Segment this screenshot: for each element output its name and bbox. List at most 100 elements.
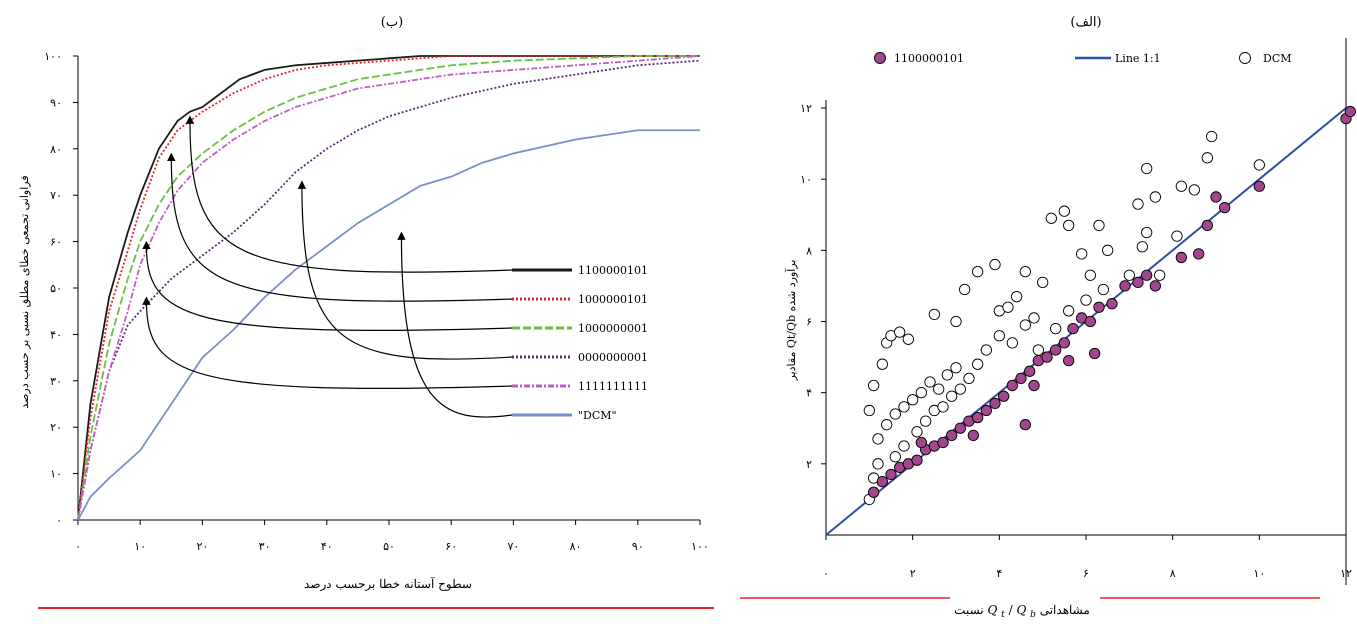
y-tick-label: ۸۰ <box>50 143 62 156</box>
series-line-5 <box>77 129 700 521</box>
model-point <box>1089 347 1101 360</box>
dcm-point <box>1102 244 1114 256</box>
model-point <box>1149 280 1161 292</box>
x-tick-label: ۳۰ <box>259 540 271 553</box>
legend-label: 0000000001 <box>578 351 648 364</box>
x-tick-label: ۸ <box>1170 567 1176 580</box>
dcm-point <box>1175 180 1187 192</box>
x-tick-label: ۶ <box>1083 567 1089 580</box>
model-point <box>915 436 927 449</box>
dcm-point <box>1132 198 1144 210</box>
dcm-point <box>972 266 984 278</box>
series-line-2 <box>77 55 700 521</box>
legend-label: 1111111111 <box>578 380 648 393</box>
dcm-point <box>915 387 927 399</box>
dcm-point <box>920 415 932 427</box>
model-point <box>1106 298 1118 310</box>
dcm-point <box>1188 184 1200 196</box>
dcm-point <box>1019 319 1031 331</box>
model-point <box>954 422 966 434</box>
dcm-point <box>937 401 949 413</box>
dcm-point <box>898 401 910 413</box>
model-point <box>1084 315 1096 328</box>
legend-label: Line 1:1 <box>1115 52 1161 65</box>
callout-arrow-2 <box>142 240 513 331</box>
dcm-point <box>1076 248 1088 260</box>
model-point <box>1141 269 1153 281</box>
y-tick-label: ۴ <box>806 387 812 400</box>
x-tick-label: ۲۰ <box>196 540 208 553</box>
y-tick-label: ۱۰ <box>50 468 62 481</box>
dcm-point <box>1201 152 1213 164</box>
dcm-point <box>1149 191 1161 203</box>
dcm-point <box>1097 283 1109 296</box>
x-tick-label: ۵۰ <box>383 540 395 553</box>
callout-arrow-0 <box>185 115 513 273</box>
x-tick-label: ۸۰ <box>570 540 582 553</box>
scatter-chart: (الف) 1100000101 Line 1:1 DCM ۰ ۲ ۴ ۶ ۸ ۱۰ ۱۲ ۲ ۴ ۶… <box>740 15 1356 620</box>
series-line-4 <box>77 55 701 521</box>
dcm-point <box>933 383 945 395</box>
x-tick-label: ۰ <box>75 540 81 553</box>
dcm-point <box>1050 322 1062 335</box>
y-tick-label: ۸ <box>806 244 812 257</box>
dcm-point <box>902 333 914 345</box>
y-tick-label: ۴۰ <box>50 328 62 341</box>
dcm-point <box>1058 205 1070 217</box>
dcm-point <box>1006 337 1018 349</box>
dcm-point <box>946 390 958 402</box>
x-tick-label: ۷۰ <box>507 540 519 553</box>
callout-arrow-1 <box>167 152 513 302</box>
model-point <box>1028 379 1040 392</box>
y-tick-label: ۶۰ <box>50 236 62 249</box>
callout-arrow-4 <box>142 296 513 389</box>
dcm-point <box>894 326 906 338</box>
legend-label: 1100000101 <box>578 264 648 277</box>
dcm-point <box>924 376 936 388</box>
dcm-point <box>1141 226 1153 239</box>
model-point <box>1201 219 1213 232</box>
model-point <box>1063 354 1075 367</box>
dcm-point <box>980 344 992 356</box>
dcm-point <box>911 426 923 438</box>
model-point <box>1019 419 1031 431</box>
y-tick-label: ۵۰ <box>50 282 62 295</box>
dcm-point <box>1154 269 1166 281</box>
x-tick-label: ۴۰ <box>321 540 333 553</box>
dcm-point <box>1002 301 1014 313</box>
dcm-point <box>907 394 919 406</box>
y-tick-label: ۱۰ <box>800 173 812 186</box>
dcm-point <box>889 451 901 463</box>
chart-a-axes <box>821 38 1347 585</box>
dcm-point <box>1136 241 1148 253</box>
y-tick-label: ۳۰ <box>50 375 62 388</box>
dcm-point <box>928 308 940 321</box>
dcm-point <box>1084 269 1096 281</box>
y-tick-label: ۹۰ <box>50 96 62 109</box>
dcm-point <box>872 458 884 470</box>
dcm-point <box>889 408 901 420</box>
dcm-point <box>1171 230 1183 242</box>
chart-b-legend: 1100000101 1000000101 1000000001 0000000001… <box>512 264 648 422</box>
chart-a-points <box>863 105 1356 506</box>
model-point <box>998 390 1010 402</box>
legend-label: DCM <box>1263 52 1292 65</box>
y-tick-label: ۰ <box>56 514 62 527</box>
series-line-3 <box>77 59 701 521</box>
callout-arrow-5 <box>397 231 513 418</box>
model-point <box>1193 248 1205 260</box>
dcm-point <box>1019 266 1031 278</box>
legend-label: 1000000001 <box>578 322 648 335</box>
dcm-point <box>959 283 971 296</box>
model-point <box>972 411 984 424</box>
model-point <box>1210 191 1222 203</box>
dcm-point <box>950 315 962 328</box>
x-tick-label: ۱۰۰ <box>691 540 709 553</box>
dcm-point <box>1206 130 1218 143</box>
dcm-point <box>1011 290 1023 303</box>
x-tick-label: ۹۰ <box>632 540 644 553</box>
dcm-point <box>1037 276 1049 289</box>
chart-b-y-axis-label: فراوانی تجمعی خطای مطلق نسبی بر حسب درصد <box>18 175 31 408</box>
dcm-point <box>963 372 975 385</box>
